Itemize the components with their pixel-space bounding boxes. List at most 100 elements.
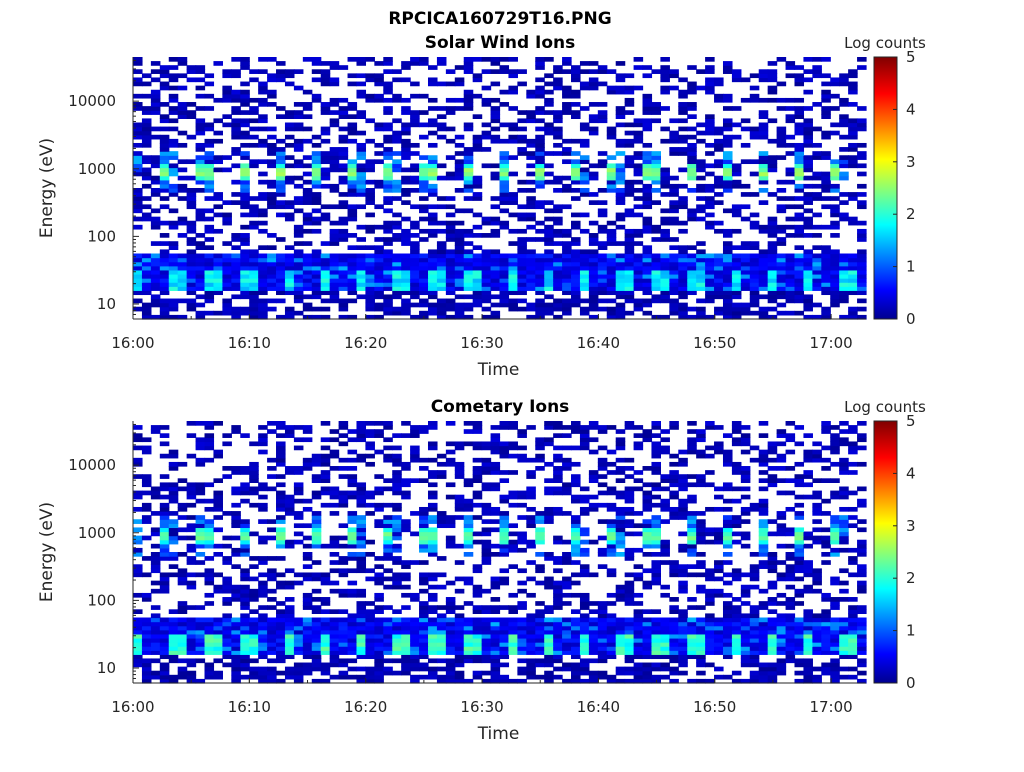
heatmap-cell	[196, 258, 206, 263]
heatmap-cell	[607, 274, 617, 279]
heatmap-cell	[482, 548, 492, 553]
heatmap-cell	[580, 658, 590, 663]
heatmap-cell	[705, 299, 715, 304]
heatmap-cell	[768, 262, 778, 267]
heatmap-cell	[750, 675, 760, 680]
heatmap-cell	[553, 511, 563, 516]
heatmap-cell	[374, 577, 384, 582]
heatmap-cell	[196, 176, 206, 181]
heatmap-cell	[643, 311, 653, 316]
heatmap-cell	[803, 168, 813, 173]
heatmap-cell	[240, 196, 250, 201]
heatmap-cell	[231, 180, 241, 185]
heatmap-cell	[178, 671, 188, 676]
heatmap-cell	[464, 626, 474, 631]
heatmap-cell	[786, 658, 796, 663]
heatmap-cell	[678, 127, 688, 132]
heatmap-cell	[473, 254, 483, 259]
heatmap-cell	[544, 233, 554, 238]
heatmap-cell	[428, 658, 438, 663]
heatmap-cell	[705, 69, 715, 74]
heatmap-cell	[803, 282, 813, 287]
heatmap-cell	[777, 143, 787, 148]
heatmap-cell	[839, 172, 849, 177]
heatmap-cell	[812, 622, 822, 627]
heatmap-cell	[830, 299, 840, 304]
heatmap-cell	[196, 262, 206, 267]
heatmap-cell	[160, 249, 170, 254]
heatmap-cell	[616, 311, 626, 316]
heatmap-cell	[348, 634, 358, 639]
heatmap-cell	[491, 667, 501, 672]
heatmap-cell	[419, 642, 429, 647]
heatmap-cell	[169, 523, 179, 528]
heatmap-cell	[634, 172, 644, 177]
heatmap-cell	[240, 527, 250, 532]
heatmap-cell	[482, 69, 492, 74]
heatmap-cell	[625, 630, 635, 635]
heatmap-cell	[535, 110, 545, 115]
heatmap-cell	[428, 176, 438, 181]
heatmap-cell	[741, 532, 751, 537]
heatmap-cell	[616, 180, 626, 185]
heatmap-cell	[321, 609, 331, 614]
heatmap-cell	[562, 176, 572, 181]
heatmap-cell	[446, 229, 456, 234]
heatmap-cell	[660, 560, 670, 565]
heatmap-cell	[759, 519, 769, 524]
heatmap-cell	[508, 609, 518, 614]
heatmap-cell	[571, 626, 581, 631]
heatmap-cell	[187, 560, 197, 565]
heatmap-cell	[634, 131, 644, 136]
heatmap-cell	[517, 282, 527, 287]
heatmap-cell	[651, 650, 661, 655]
heatmap-cell	[669, 286, 679, 291]
heatmap-cell	[848, 556, 858, 561]
heatmap-cell	[383, 286, 393, 291]
heatmap-cell	[142, 94, 152, 99]
heatmap-cell	[732, 286, 742, 291]
heatmap-cell	[178, 196, 188, 201]
heatmap-cell	[160, 511, 170, 516]
heatmap-cell	[687, 106, 697, 111]
heatmap-cell	[580, 307, 590, 312]
heatmap-cell	[160, 184, 170, 189]
heatmap-cell	[848, 254, 858, 259]
heatmap-cell	[705, 278, 715, 283]
heatmap-cell	[383, 630, 393, 635]
heatmap-cell	[625, 233, 635, 238]
heatmap-cell	[491, 663, 501, 668]
heatmap-cell	[687, 274, 697, 279]
heatmap-cell	[276, 519, 286, 524]
heatmap-cell	[839, 213, 849, 218]
heatmap-cell	[330, 650, 340, 655]
heatmap-cell	[196, 282, 206, 287]
heatmap-cell	[151, 188, 161, 193]
heatmap-cell	[553, 601, 563, 606]
heatmap-cell	[821, 544, 831, 549]
heatmap-cell	[321, 184, 331, 189]
heatmap-cell	[446, 237, 456, 242]
heatmap-cell	[544, 241, 554, 246]
heatmap-cell	[196, 233, 206, 238]
heatmap-cell	[669, 221, 679, 226]
heatmap-cell	[446, 172, 456, 177]
heatmap-cell	[330, 568, 340, 573]
heatmap-cell	[598, 241, 608, 246]
heatmap-cell	[339, 282, 349, 287]
heatmap-cell	[491, 127, 501, 132]
heatmap-cell	[651, 626, 661, 631]
heatmap-cell	[374, 597, 384, 602]
heatmap-cell	[794, 282, 804, 287]
heatmap-cell	[589, 609, 599, 614]
heatmap-cell	[160, 270, 170, 275]
heatmap-cell	[401, 168, 411, 173]
heatmap-cell	[821, 57, 831, 62]
heatmap-cell	[339, 135, 349, 140]
heatmap-cell	[660, 184, 670, 189]
heatmap-cell	[589, 172, 599, 177]
heatmap-cell	[464, 196, 474, 201]
heatmap-cell	[687, 290, 697, 295]
heatmap-cell	[839, 290, 849, 295]
heatmap-cell	[383, 294, 393, 299]
